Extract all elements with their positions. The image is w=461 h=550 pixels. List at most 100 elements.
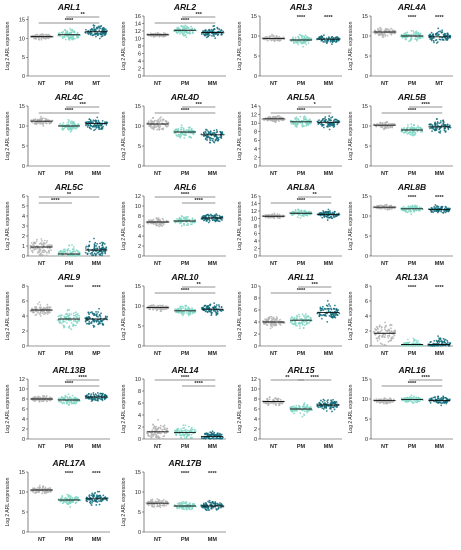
data-point bbox=[275, 323, 278, 326]
data-point bbox=[295, 119, 298, 122]
y-tick-label: 4 bbox=[22, 417, 25, 423]
data-point bbox=[42, 400, 45, 403]
data-point bbox=[39, 314, 42, 317]
data-point bbox=[73, 126, 76, 129]
data-point bbox=[303, 324, 306, 326]
x-tick-label: PM bbox=[297, 261, 306, 267]
data-point bbox=[407, 131, 410, 134]
data-point bbox=[100, 33, 103, 36]
data-point bbox=[415, 38, 418, 41]
y-tick-label: 14 bbox=[135, 21, 141, 27]
data-point bbox=[278, 120, 280, 123]
data-point bbox=[78, 316, 81, 319]
data-point bbox=[76, 126, 79, 129]
data-point bbox=[68, 401, 71, 404]
data-point bbox=[91, 121, 93, 124]
y-tick-label: 5 bbox=[22, 204, 25, 210]
data-point bbox=[379, 26, 382, 29]
data-point bbox=[88, 320, 91, 323]
significance-label: **** bbox=[194, 198, 203, 204]
data-point bbox=[272, 318, 275, 321]
data-point bbox=[380, 207, 383, 210]
data-point bbox=[298, 313, 300, 316]
data-point bbox=[378, 335, 380, 338]
data-point bbox=[215, 213, 218, 215]
data-point bbox=[431, 37, 434, 40]
data-point bbox=[303, 37, 305, 40]
data-point bbox=[93, 28, 96, 31]
data-point bbox=[66, 396, 68, 399]
y-axis-label: Log 2 ARL expression bbox=[237, 201, 243, 250]
data-point bbox=[95, 35, 97, 38]
y-tick-label: 6 bbox=[254, 308, 257, 314]
data-point bbox=[206, 311, 209, 313]
data-point bbox=[386, 28, 388, 31]
data-point bbox=[74, 314, 77, 317]
data-point bbox=[330, 119, 333, 122]
data-point bbox=[292, 36, 295, 39]
data-point bbox=[436, 340, 439, 343]
data-point bbox=[93, 314, 96, 316]
significance-label: **** bbox=[408, 285, 417, 291]
data-point bbox=[68, 403, 70, 406]
data-point bbox=[373, 29, 376, 32]
data-point bbox=[73, 312, 75, 314]
y-tick-label: 12 bbox=[251, 112, 257, 118]
data-point bbox=[160, 310, 163, 313]
data-point bbox=[332, 120, 335, 123]
data-point bbox=[60, 314, 62, 317]
data-point bbox=[294, 323, 296, 326]
data-point bbox=[298, 33, 301, 36]
data-point bbox=[76, 250, 79, 253]
data-point bbox=[434, 127, 437, 129]
data-point bbox=[31, 307, 33, 310]
data-point bbox=[75, 127, 77, 130]
data-point bbox=[87, 311, 90, 314]
data-point bbox=[68, 36, 71, 39]
y-tick-label: 12 bbox=[251, 209, 257, 215]
data-point bbox=[405, 33, 408, 36]
data-point bbox=[77, 254, 80, 257]
data-point bbox=[147, 307, 150, 310]
data-point bbox=[432, 39, 435, 42]
data-point bbox=[35, 240, 38, 243]
data-point bbox=[57, 315, 60, 318]
data-point bbox=[383, 335, 386, 338]
data-point bbox=[44, 33, 47, 36]
y-tick-label: 14 bbox=[251, 104, 257, 110]
data-point bbox=[90, 251, 93, 254]
data-point bbox=[436, 122, 439, 125]
data-point bbox=[308, 322, 310, 324]
x-tick-label: MM bbox=[208, 81, 218, 87]
data-point bbox=[267, 214, 270, 217]
data-point bbox=[328, 124, 330, 127]
data-point bbox=[289, 317, 292, 320]
data-point bbox=[46, 311, 48, 314]
data-point bbox=[417, 37, 420, 40]
y-axis-label: Log 2 ARL expression bbox=[348, 21, 354, 70]
data-point bbox=[431, 130, 433, 133]
y-axis-label: Log 2 ARL expression bbox=[5, 201, 11, 250]
data-point bbox=[304, 209, 306, 212]
data-point bbox=[73, 30, 76, 33]
data-point bbox=[34, 307, 36, 310]
data-point bbox=[155, 309, 158, 312]
significance-label: **** bbox=[408, 195, 417, 201]
data-point bbox=[393, 334, 396, 337]
data-point bbox=[420, 130, 422, 133]
data-point bbox=[304, 320, 307, 323]
y-tick-label: 8 bbox=[254, 296, 257, 302]
y-tick-label: 1 bbox=[22, 244, 25, 250]
data-point bbox=[384, 27, 387, 30]
data-point bbox=[162, 218, 165, 221]
data-point bbox=[213, 215, 216, 218]
data-point bbox=[268, 317, 271, 319]
data-point bbox=[332, 315, 335, 318]
data-point bbox=[330, 215, 333, 218]
data-point bbox=[189, 312, 192, 314]
data-point bbox=[193, 28, 196, 30]
data-point bbox=[151, 126, 154, 128]
data-point bbox=[75, 315, 77, 318]
series-pm bbox=[400, 204, 424, 216]
data-point bbox=[210, 28, 213, 31]
